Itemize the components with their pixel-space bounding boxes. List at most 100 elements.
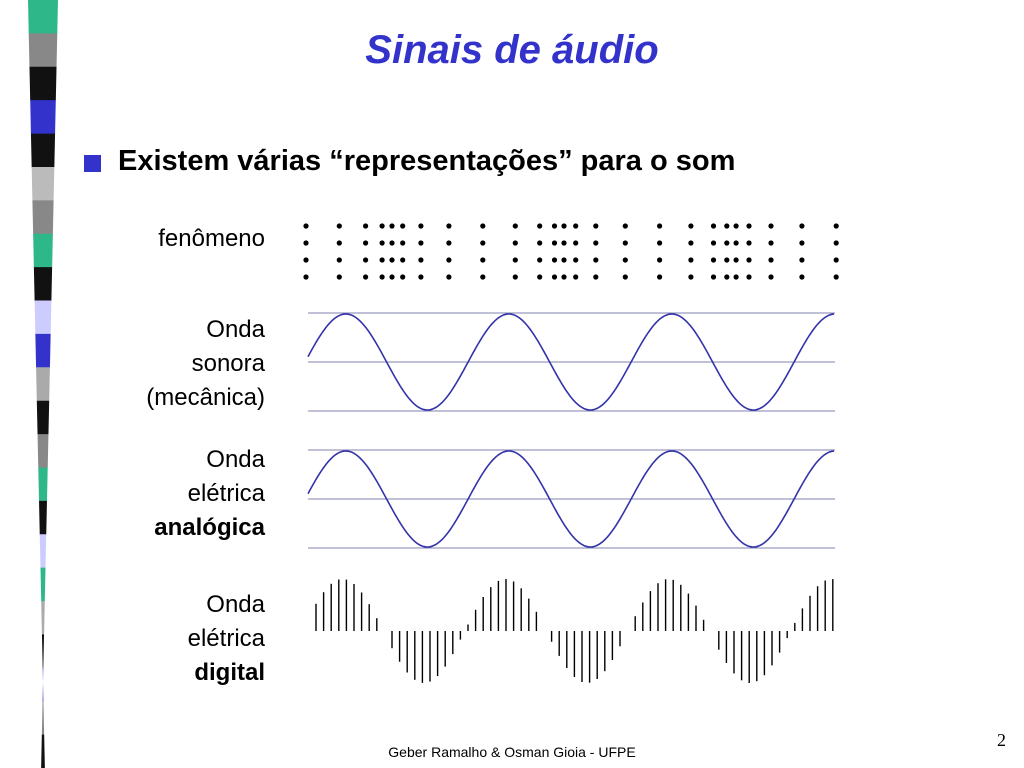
particle-dot: [622, 257, 628, 263]
particle-dot: [724, 274, 730, 280]
stripe-segment: [33, 267, 53, 302]
particle-dot: [446, 223, 452, 229]
bullet-text: Existem várias “representações” para o s…: [118, 145, 736, 177]
particle-dot: [480, 257, 486, 263]
label-line: (mecânica): [146, 384, 265, 411]
sound-wave-figure: [307, 312, 835, 412]
bullet-square-icon: [84, 155, 101, 172]
particle-dot: [657, 257, 663, 263]
particle-dot: [622, 240, 628, 246]
label-line: Onda: [206, 316, 265, 343]
particle-dot: [799, 257, 805, 263]
particle-dot: [418, 240, 424, 246]
label-line: elétrica: [187, 480, 265, 507]
particle-dot: [336, 274, 342, 280]
particle-dot: [657, 274, 663, 280]
stripe-segment: [38, 467, 48, 502]
stripe-segment: [40, 567, 46, 602]
particle-dot: [573, 223, 579, 229]
particle-dot: [561, 257, 567, 263]
particle-dot: [657, 240, 663, 246]
particle-dot: [768, 240, 774, 246]
particle-dot: [688, 257, 694, 263]
stripe-segment: [33, 233, 53, 268]
stripe-segment: [39, 500, 47, 535]
page-number: 2: [997, 730, 1006, 750]
stripe-segment: [32, 200, 54, 235]
label-line: Onda: [206, 446, 265, 473]
particle-dot: [799, 240, 805, 246]
particle-dot: [710, 274, 717, 280]
particle-dot: [480, 274, 486, 280]
particle-dot: [303, 223, 309, 229]
particle-dot: [593, 240, 599, 246]
particle-dot: [418, 274, 424, 280]
particle-dot: [561, 223, 567, 229]
particle-dot: [733, 240, 739, 246]
particle-dot: [303, 274, 309, 280]
particle-dot: [400, 257, 406, 263]
analog-wave-figure: [307, 449, 835, 549]
particle-dot: [446, 257, 452, 263]
particle-dot: [724, 223, 730, 229]
particle-dot: [593, 223, 599, 229]
particle-dot: [480, 223, 486, 229]
particle-dot: [551, 223, 558, 229]
particle-dot: [688, 274, 694, 280]
label-line: digital: [194, 659, 265, 686]
label-line: Onda: [206, 591, 265, 618]
particle-dot: [363, 223, 369, 229]
label-fenomeno: fenômeno: [158, 222, 265, 256]
particle-dot: [418, 257, 424, 263]
particle-dot: [537, 240, 543, 246]
particle-dot: [724, 257, 730, 263]
particle-dot: [710, 223, 717, 229]
particle-dot: [622, 223, 628, 229]
particle-dot: [551, 257, 558, 263]
particle-dot: [561, 240, 567, 246]
particle-dot: [768, 274, 774, 280]
particle-dot: [400, 223, 406, 229]
particle-dot: [336, 223, 342, 229]
particle-dot: [400, 274, 406, 280]
label-line: sonora: [191, 350, 265, 377]
stripe-segment: [30, 133, 56, 168]
particle-dot: [833, 223, 839, 229]
particle-dot: [389, 274, 395, 280]
particle-dot: [303, 240, 309, 246]
particle-dot: [512, 223, 518, 229]
particle-dot: [710, 240, 717, 246]
particle-dot: [833, 240, 839, 246]
particle-dot: [379, 240, 385, 246]
particle-dot: [512, 274, 518, 280]
particle-dot: [561, 274, 567, 280]
stripe-segment: [31, 166, 55, 201]
particle-dot: [551, 274, 558, 280]
particle-dot: [746, 274, 752, 280]
particle-dot: [418, 223, 424, 229]
stripe-segment: [41, 734, 45, 768]
stripe-segment: [42, 667, 44, 702]
particle-dot: [733, 223, 739, 229]
particle-dot: [573, 274, 579, 280]
particle-dot: [480, 240, 486, 246]
particle-dot: [688, 223, 694, 229]
particle-dot: [710, 257, 717, 263]
particle-dot: [336, 240, 342, 246]
particle-dot: [799, 223, 805, 229]
stripe-segment: [41, 601, 45, 635]
particle-dot: [833, 274, 839, 280]
particle-dot: [688, 240, 694, 246]
label-line: fenômeno: [158, 225, 265, 252]
stripe-segment: [28, 33, 58, 68]
label-onda-sonora: Onda sonora (mecânica): [146, 313, 265, 415]
footer-credit: Geber Ramalho & Osman Gioia - UFPE: [388, 744, 636, 760]
particle-dot: [746, 223, 752, 229]
particle-dot: [512, 257, 518, 263]
particle-dot: [733, 257, 739, 263]
stripe-segment: [29, 66, 57, 101]
particle-dot: [593, 257, 599, 263]
particle-dot: [379, 257, 385, 263]
digital-wave-figure: [315, 579, 834, 683]
particle-dot: [746, 240, 752, 246]
